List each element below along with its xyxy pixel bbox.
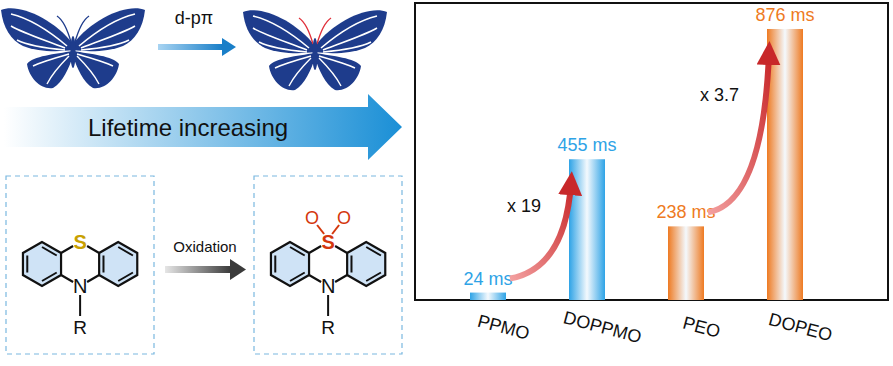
annotation: x 19 <box>507 196 541 216</box>
bond <box>327 295 329 316</box>
wing <box>1 8 73 88</box>
vein <box>319 56 355 86</box>
data-label: 876 ms <box>755 5 814 25</box>
vein <box>321 16 377 52</box>
tick-label: DOPPMO <box>561 307 643 347</box>
bond <box>317 225 324 234</box>
double-bond <box>275 247 304 281</box>
wing <box>243 10 315 90</box>
arrow-body <box>165 266 231 273</box>
bond <box>332 225 339 234</box>
bar <box>470 293 506 300</box>
plot-frame <box>415 3 888 300</box>
dashed-box <box>254 176 402 354</box>
wing-upper <box>1 8 73 51</box>
wing-lower <box>27 51 73 88</box>
annotation: x 3.7 <box>700 85 739 105</box>
arrow-body <box>158 44 222 50</box>
tick-label: PPMO <box>475 311 531 344</box>
bar <box>767 29 803 300</box>
wing-lower <box>73 51 119 88</box>
vein <box>79 14 135 50</box>
antenna <box>299 18 313 44</box>
benzene-ring <box>23 242 61 286</box>
data-label: 238 ms <box>656 202 715 222</box>
atom: R <box>73 317 87 338</box>
bar <box>668 226 704 300</box>
molecule: SNR <box>6 176 154 354</box>
butterfly <box>1 8 145 88</box>
wing-upper <box>73 8 145 51</box>
antenna <box>57 16 71 42</box>
wing <box>73 8 145 88</box>
body <box>312 38 317 70</box>
wing-lower <box>315 53 361 90</box>
vein <box>11 14 67 50</box>
benzene-ring <box>99 242 137 286</box>
atom: N <box>321 275 335 297</box>
vein <box>253 16 309 52</box>
arrow-label: d-pπ <box>175 8 213 28</box>
figure: d-pπLifetime increasingSNRSOONROxidation… <box>0 0 893 366</box>
vein <box>275 56 311 86</box>
atom: R <box>321 317 335 338</box>
wing-lower <box>269 53 315 90</box>
vein <box>33 54 69 84</box>
arrow-head <box>222 38 236 56</box>
antenna <box>75 16 89 42</box>
bar <box>569 159 605 300</box>
banner-text: Lifetime increasing <box>88 114 288 141</box>
double-bond <box>351 247 380 281</box>
body <box>70 36 75 68</box>
atom: O <box>337 208 351 228</box>
ratio-arrow <box>708 53 769 212</box>
tick-label: DOPEO <box>767 309 835 345</box>
bars <box>470 29 803 300</box>
wing-upper <box>243 10 315 53</box>
arrow-label: Oxidation <box>173 238 236 255</box>
arrow-head <box>230 259 246 280</box>
wing <box>315 10 387 90</box>
wing-upper <box>315 10 387 53</box>
atom: N <box>73 275 87 297</box>
butterfly <box>243 10 387 90</box>
data-label: 24 ms <box>463 269 512 289</box>
data-label: 455 ms <box>557 135 616 155</box>
antenna <box>317 18 331 44</box>
atom: O <box>305 208 319 228</box>
molecule: SOONR <box>254 176 402 354</box>
banner-arrow <box>4 94 402 160</box>
atom: S <box>73 231 86 253</box>
double-bond <box>103 247 132 281</box>
double-bond <box>27 247 56 281</box>
benzene-ring <box>271 242 309 286</box>
tick-label: PEO <box>681 313 723 342</box>
bond <box>79 295 81 316</box>
vein <box>77 54 113 84</box>
benzene-ring <box>347 242 385 286</box>
dashed-box <box>6 176 154 354</box>
canvas: d-pπLifetime increasingSNRSOONROxidation… <box>0 0 893 366</box>
